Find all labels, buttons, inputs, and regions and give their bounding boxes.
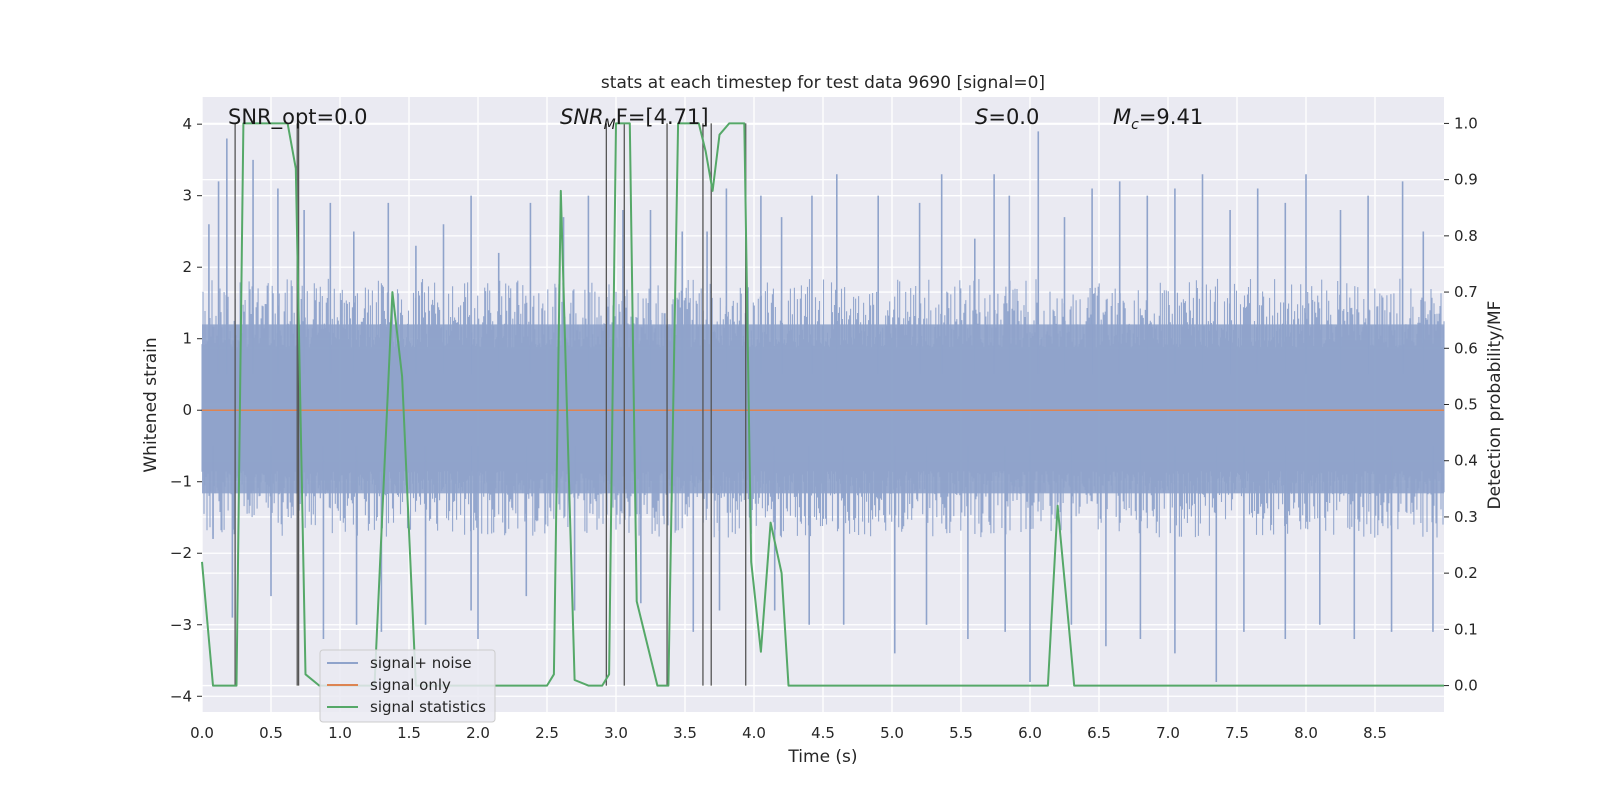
axis-layer: 0.0 0.5 1.0 1.5 2.0 2.5 3.0 3.5 4.0 4.5 5.0 5.5 6.0 6… (170, 114, 1478, 742)
annotation-snr-mf-sub: M (604, 117, 616, 133)
x-tick-label: 3.0 (604, 724, 628, 742)
y-tick-label-left: 0 (182, 401, 192, 419)
y-axis-title-right: Detection probability/MF (1485, 301, 1505, 510)
x-tick-label: 2.5 (535, 724, 559, 742)
y-tick-label-left: 2 (182, 258, 192, 276)
annotation-snr-mf: SNRMF=[4.71] (560, 105, 709, 133)
x-tick-label: 3.5 (673, 724, 697, 742)
legend-box (319, 649, 496, 723)
x-tick-label: 1.5 (397, 724, 421, 742)
y-tick-label-left: −4 (170, 687, 192, 705)
data-layer (201, 131, 1445, 682)
y-tick-label-right: 1.0 (1454, 114, 1478, 132)
x-tick-label: 4.5 (811, 724, 835, 742)
x-tick-label: 7.0 (1156, 724, 1180, 742)
y-tick-label-right: 0.3 (1454, 508, 1478, 526)
y-tick-label-right: 0.8 (1454, 227, 1478, 245)
marker-layer (234, 123, 747, 686)
y-tick-label-right: 0.2 (1454, 564, 1478, 582)
x-tick-label: 5.0 (880, 724, 904, 742)
x-tick-label: 2.0 (466, 724, 490, 742)
y-tick-label-left: −2 (170, 544, 192, 562)
x-tick-label: 6.0 (1018, 724, 1042, 742)
legend: signal+ noise signal only signal statist… (319, 649, 496, 723)
chart-title: stats at each timestep for test data 969… (601, 73, 1045, 93)
signal-statistics-line (201, 122, 1444, 687)
y-axis-title-left: Whitened strain (141, 337, 161, 472)
y-tick-label-right: 0.1 (1454, 620, 1478, 638)
legend-label-signal-noise: signal+ noise (370, 654, 472, 672)
y-tick-label-left: −1 (170, 473, 192, 491)
y-tick-label-right: 0.9 (1454, 171, 1478, 189)
y-tick-label-right: 0.5 (1454, 396, 1478, 414)
y-tick-label-left: 4 (182, 115, 192, 133)
stat-layer (201, 122, 1444, 687)
x-tick-label: 7.5 (1225, 724, 1249, 742)
x-tick-label: 0.5 (259, 724, 283, 742)
x-axis-title: Time (s) (787, 747, 857, 767)
x-tick-label: 4.0 (742, 724, 766, 742)
y-tick-label-right: 0.6 (1454, 339, 1478, 357)
y-tick-label-left: −3 (170, 616, 192, 634)
x-tick-label: 5.5 (949, 724, 973, 742)
y-tick-label-left: 3 (182, 187, 192, 205)
y-tick-label-left: 1 (182, 330, 192, 348)
x-tick-label: 6.5 (1087, 724, 1111, 742)
y-tick-label-right: 0.4 (1454, 452, 1478, 470)
x-tick-label: 0.0 (190, 724, 214, 742)
x-tick-label: 8.5 (1363, 724, 1387, 742)
y-tick-label-right: 0.0 (1454, 677, 1478, 695)
annotation-mc-value: =9.41 (1139, 105, 1203, 129)
annotation-s-value: =0.0 (988, 105, 1039, 129)
annotation-s-label: S (975, 105, 988, 129)
legend-label-signal-statistics: signal statistics (370, 698, 486, 716)
y-tick-label-right: 0.7 (1454, 283, 1478, 301)
annotation-snr-mf-suffix: F=[4.71] (616, 105, 709, 129)
x-tick-label: 8.0 (1294, 724, 1318, 742)
legend-label-signal-only: signal only (370, 676, 451, 694)
annotation-mc-sub: c (1131, 117, 1139, 133)
signal-noise-core (202, 324, 1444, 494)
x-tick-label: 1.0 (328, 724, 352, 742)
annotation-snr-opt: SNR_opt=0.0 (228, 105, 368, 130)
annotation-s: S=0.0 (975, 105, 1039, 129)
annotation-mc-label: M (1113, 105, 1131, 129)
annotation-mc: Mc=9.41 (1113, 105, 1203, 133)
annotation-snr-mf-prefix: SNR (560, 105, 604, 129)
